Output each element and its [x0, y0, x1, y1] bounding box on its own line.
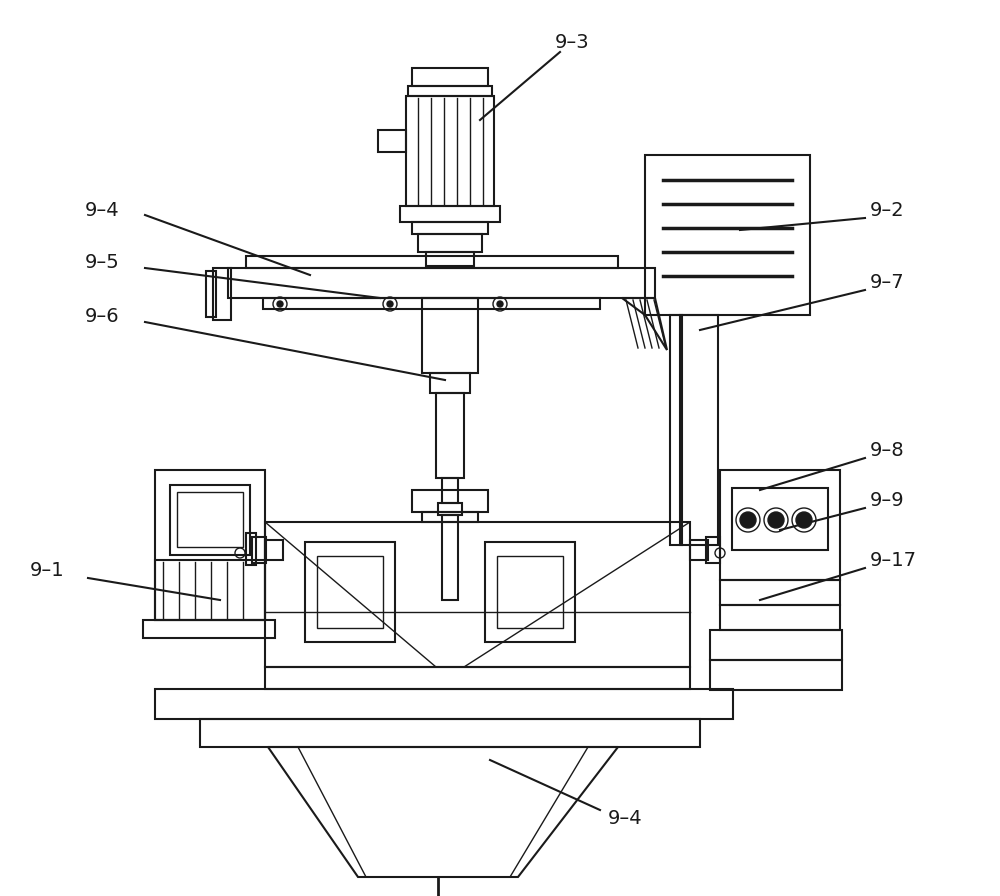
Bar: [228, 268, 655, 298]
Text: 9–9: 9–9: [870, 490, 905, 510]
Bar: [155, 560, 265, 620]
Bar: [265, 522, 690, 667]
Bar: [400, 206, 500, 222]
Circle shape: [277, 301, 283, 307]
Bar: [265, 540, 283, 560]
Bar: [213, 268, 231, 320]
Bar: [720, 605, 840, 630]
Bar: [378, 130, 406, 152]
Bar: [155, 689, 733, 719]
Bar: [422, 298, 478, 373]
Bar: [706, 537, 720, 563]
Text: 9–1: 9–1: [30, 561, 65, 580]
Bar: [422, 512, 478, 522]
Text: 9–17: 9–17: [870, 550, 917, 570]
Bar: [155, 470, 265, 620]
Bar: [418, 234, 482, 252]
Bar: [412, 222, 488, 234]
Bar: [246, 256, 618, 268]
Bar: [143, 620, 275, 638]
Bar: [690, 540, 708, 560]
Bar: [263, 298, 600, 309]
Bar: [206, 271, 216, 317]
Text: 9–6: 9–6: [85, 306, 120, 325]
Bar: [412, 490, 488, 512]
Text: 9–2: 9–2: [870, 201, 905, 220]
Bar: [406, 96, 494, 206]
Bar: [485, 542, 575, 642]
Bar: [442, 478, 458, 503]
Text: 9–5: 9–5: [85, 253, 120, 271]
Bar: [430, 373, 470, 393]
Bar: [426, 252, 474, 266]
Bar: [317, 556, 383, 628]
Bar: [710, 660, 842, 690]
Text: 9–7: 9–7: [870, 272, 905, 291]
Bar: [645, 155, 810, 315]
Bar: [438, 503, 462, 515]
Bar: [436, 393, 464, 478]
Circle shape: [796, 512, 812, 528]
Text: 9–4: 9–4: [85, 201, 120, 220]
Circle shape: [387, 301, 393, 307]
Bar: [305, 542, 395, 642]
Bar: [170, 485, 250, 555]
Bar: [408, 86, 492, 96]
Text: 9–8: 9–8: [870, 441, 905, 460]
Text: 9–4: 9–4: [608, 808, 643, 828]
Circle shape: [768, 512, 784, 528]
Bar: [442, 515, 458, 600]
Bar: [732, 488, 828, 550]
Bar: [710, 630, 842, 660]
Bar: [720, 580, 840, 605]
Bar: [265, 667, 690, 689]
Bar: [412, 68, 488, 86]
Circle shape: [497, 301, 503, 307]
Bar: [497, 556, 563, 628]
Bar: [680, 315, 718, 545]
Bar: [246, 533, 256, 565]
Bar: [670, 315, 682, 545]
Bar: [252, 537, 266, 563]
Bar: [200, 719, 700, 747]
Circle shape: [740, 512, 756, 528]
Bar: [177, 492, 243, 547]
Bar: [720, 470, 840, 580]
Text: 9–3: 9–3: [555, 32, 590, 51]
